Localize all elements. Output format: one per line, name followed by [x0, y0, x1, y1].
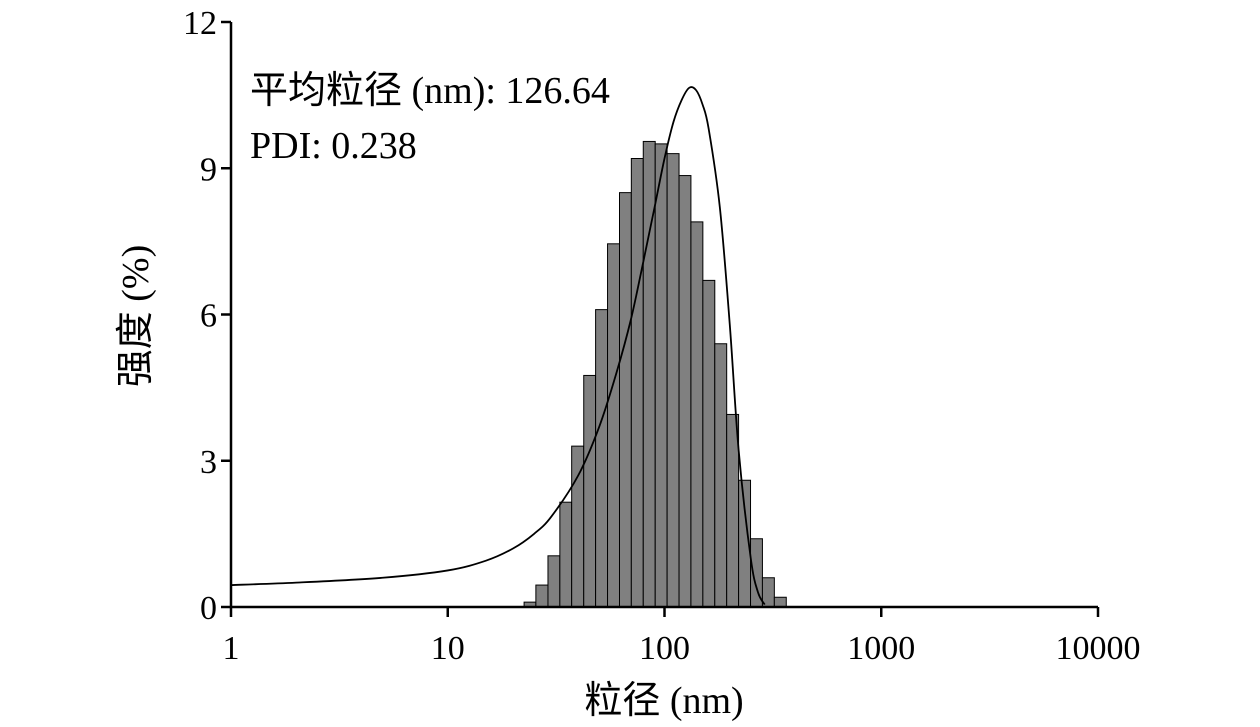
y-axis-ticks: 0 3 6 9 12	[183, 5, 231, 627]
x-axis-title: 粒径 (nm)	[584, 680, 743, 722]
histogram-bar	[571, 445, 585, 608]
histogram-bar	[619, 192, 632, 608]
histogram-bar	[678, 175, 692, 608]
histogram-bar	[654, 143, 668, 608]
x-tick-label: 10000	[1056, 630, 1141, 667]
x-axis-ticks: 1 10 100 1000 10000	[223, 607, 1141, 667]
histogram-bar	[702, 279, 716, 608]
histogram-bar	[714, 343, 728, 608]
annotation-pdi: PDI: 0.238	[250, 125, 417, 167]
x-tick-label: 1000	[847, 630, 915, 667]
histogram-bar	[773, 596, 787, 608]
x-tick-label: 10	[431, 630, 465, 667]
y-tick-label: 3	[200, 444, 217, 481]
histogram-bar	[666, 153, 680, 608]
histogram-bar	[726, 413, 740, 608]
histogram-bar	[690, 221, 704, 608]
histogram-bar	[607, 243, 620, 608]
x-tick-label: 100	[639, 630, 690, 667]
x-tick-label: 1	[223, 630, 240, 667]
distribution-curve	[230, 86, 766, 606]
y-tick-label: 6	[200, 298, 217, 335]
annotation-mean-size: 平均粒径 (nm): 126.64	[250, 70, 610, 112]
histogram-bar	[535, 584, 549, 608]
histogram-bar	[547, 555, 561, 608]
histogram-bar	[630, 158, 644, 608]
y-tick-label: 0	[200, 590, 217, 627]
histogram-bar	[595, 309, 609, 608]
y-tick-label: 12	[183, 5, 217, 42]
histogram-bar	[583, 374, 597, 608]
histogram-bar	[559, 501, 573, 608]
y-tick-label: 9	[200, 151, 217, 188]
histogram-bars	[523, 140, 787, 608]
y-axis-title: 强度 (%)	[115, 245, 157, 387]
